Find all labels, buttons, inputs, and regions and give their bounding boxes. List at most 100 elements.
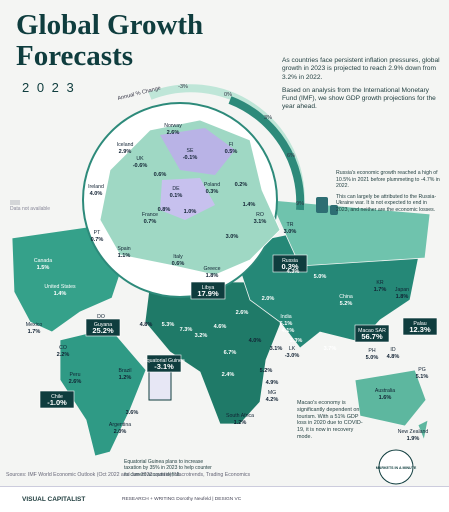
legend-tick: 6% (287, 153, 295, 159)
region-label: 1.0% (184, 209, 197, 215)
region-label: 4.0% (249, 338, 262, 344)
region-label: 4.1% (282, 328, 295, 334)
region-label: 5.2% (260, 368, 273, 374)
region-value: 6.7% (224, 350, 237, 356)
region-label: Chile-1.0% (39, 390, 75, 409)
region-value: 6.1% (280, 321, 293, 327)
region-name: France (142, 212, 158, 218)
region-label: 1.4% (243, 202, 256, 208)
region-label: 2.0% (262, 296, 275, 302)
title: Global Growth Forecasts (16, 9, 204, 72)
label-highlight (85, 318, 121, 337)
region-name: Argentina (109, 422, 131, 428)
nordic-shape (160, 128, 235, 175)
region-name: Equatorial Guinea (143, 358, 185, 364)
region-name: PH (368, 348, 375, 354)
region-name: Palau (413, 321, 426, 327)
region-value: 1.2% (119, 375, 132, 381)
legend-tick: 3% (264, 115, 272, 121)
region-value: 0.7% (144, 219, 157, 225)
region-name: Italy (173, 254, 183, 260)
region-value: 3.7% (324, 346, 337, 352)
region-name: SE (187, 148, 194, 154)
region-label: 5.3% (162, 322, 175, 328)
region-value: 1.7% (374, 287, 387, 293)
sources: Sources: IMF World Economic Outlook (Oct… (6, 472, 251, 478)
region-value: 0.3% (206, 189, 219, 195)
region-value: 4.8% (387, 354, 400, 360)
region-value: -0.1% (183, 155, 198, 161)
label-highlight (146, 354, 182, 373)
region-value: 2.2% (57, 352, 70, 358)
region-value: 3.2% (195, 333, 208, 339)
region-value: 3.3% (290, 338, 303, 344)
label-highlight (39, 390, 75, 409)
region-label: 1.6% (164, 289, 177, 295)
region-label: PH5.0% (366, 348, 379, 361)
region-value: 1.8% (206, 273, 219, 279)
region-value: 1.4% (54, 291, 67, 297)
region-value: 2.9% (119, 149, 132, 155)
badge: MARKETS IN A MINUTE (376, 449, 417, 485)
region-value: 4.0% (90, 191, 103, 197)
label-highlight (190, 281, 226, 300)
region-name: UK (136, 156, 144, 162)
region-value: 4.1% (282, 328, 295, 334)
region-name: PG (418, 367, 426, 373)
region-label: LK-3.0% (285, 346, 300, 359)
region-name: Iceland (117, 142, 134, 148)
region-value: 4.3% (287, 269, 300, 275)
russia-note: Russia's economic growth reached a high … (336, 170, 440, 218)
region-value: 2.6% (236, 310, 249, 316)
region-value: 1.4% (243, 202, 256, 208)
russia (269, 199, 431, 267)
region-value: 56.7% (361, 332, 383, 341)
region-label: 4.6% (214, 324, 227, 330)
region-value: 2.4% (222, 372, 235, 378)
region-value: 2.6% (167, 130, 180, 136)
region-label: 4.9% (266, 380, 279, 386)
region-name: United States (44, 284, 76, 290)
region-value: 1.6% (379, 395, 392, 401)
no-data-swatch (10, 200, 20, 205)
region-value: 2.0% (262, 296, 275, 302)
credits: RESEARCH + WRITING Dorothy Neufeld | DES… (122, 497, 242, 502)
region-value: 1.7% (28, 329, 41, 335)
region-name: CO (59, 345, 67, 351)
region-name: Canada (34, 258, 52, 264)
region-label: Equatorial Guinea-3.1% (143, 354, 185, 373)
legend-tick: 9% (296, 201, 304, 207)
badge-circle (378, 449, 414, 485)
region-label: KR1.7% (374, 280, 387, 293)
region-value: 2.6% (69, 379, 82, 385)
region-label: UK-0.6% (133, 156, 148, 169)
eg-note: Equatorial Guinea plans to increase taxa… (124, 459, 212, 478)
region-name: Spain (117, 246, 130, 252)
region-name: ID (390, 347, 395, 353)
region-value: 0.7% (91, 237, 104, 243)
region-value: 1.2% (234, 420, 247, 426)
region-name: Libya (202, 285, 215, 291)
region-name: Brazil (119, 368, 132, 374)
macao-note: Macao's economy is significantly depende… (297, 400, 363, 440)
region-value: 4.2% (266, 397, 279, 403)
region-label: 3.3% (290, 338, 303, 344)
note-text: Russia's economic growth reached a high … (336, 170, 440, 190)
region-value: 3.1% (254, 219, 267, 225)
region-value: 5.0% (366, 355, 379, 361)
region-value: 0.1% (170, 193, 183, 199)
label-highlight (272, 254, 308, 273)
region-value: 12.3% (409, 325, 431, 334)
intro-text: As countries face persistent inflation p… (282, 57, 440, 81)
note-text: This can largely be attributed to the Ru… (336, 193, 437, 213)
region-value: 4.6% (214, 324, 227, 330)
